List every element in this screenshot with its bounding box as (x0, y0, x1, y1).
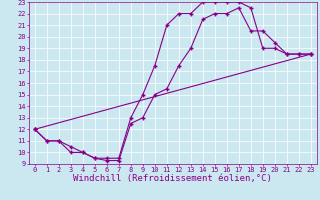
X-axis label: Windchill (Refroidissement éolien,°C): Windchill (Refroidissement éolien,°C) (73, 174, 272, 183)
